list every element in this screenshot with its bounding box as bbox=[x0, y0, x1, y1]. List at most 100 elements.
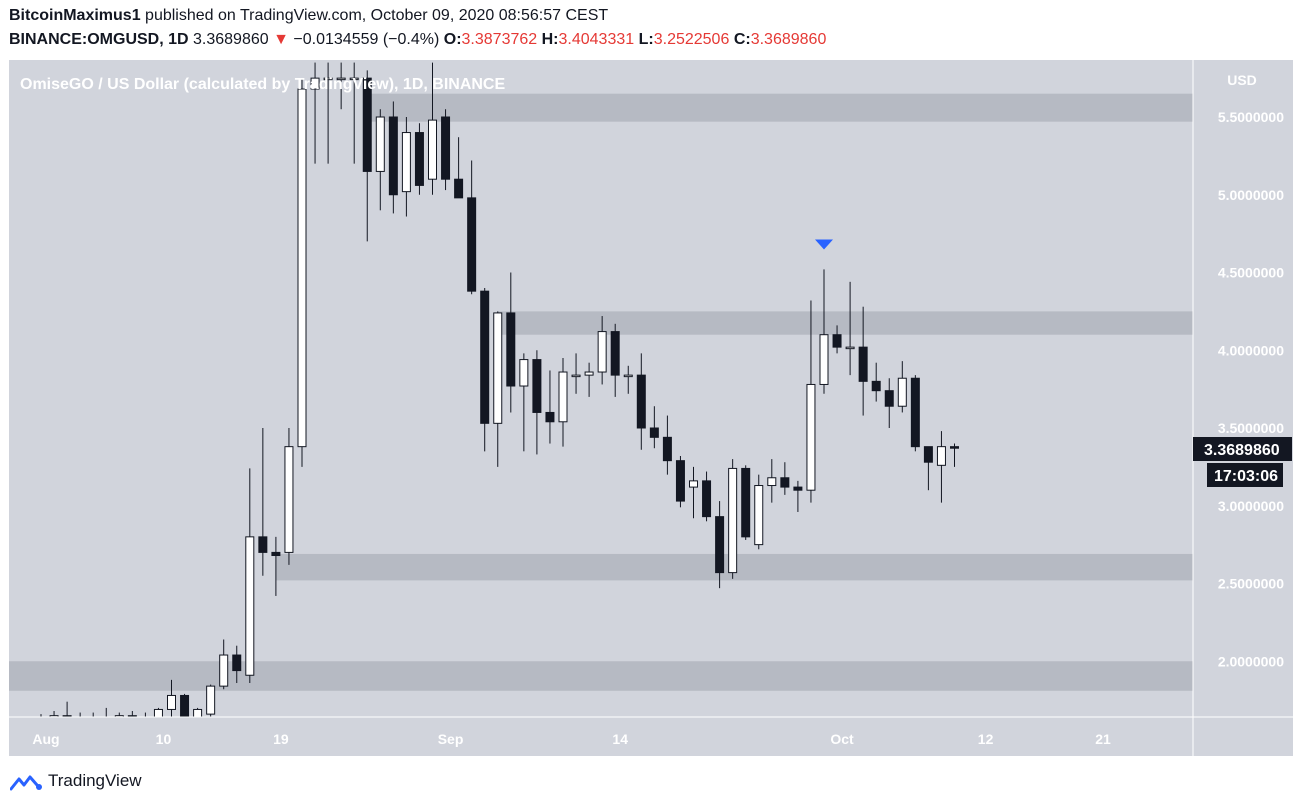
high-value: 3.4043331 bbox=[558, 31, 635, 48]
candle-34 bbox=[480, 288, 490, 452]
candle-body-up bbox=[349, 77, 359, 81]
candle-49 bbox=[675, 455, 685, 508]
candle-body-down bbox=[62, 715, 72, 717]
x-tick-label: Sep bbox=[438, 731, 464, 747]
candle-body-down bbox=[715, 516, 725, 574]
candle-53 bbox=[728, 459, 738, 579]
x-tick-label: 14 bbox=[612, 731, 628, 747]
candle-body-up bbox=[167, 694, 176, 710]
candle-body-down bbox=[388, 116, 398, 196]
published-text: published on TradingView.com, October 09… bbox=[145, 7, 609, 24]
candle-36 bbox=[506, 272, 516, 413]
candle-40 bbox=[558, 358, 568, 447]
candle-body-down bbox=[258, 536, 268, 553]
candle-body-up bbox=[845, 346, 855, 350]
candle-body-down bbox=[702, 480, 712, 518]
candle-body-up bbox=[519, 359, 529, 387]
y-tick-label: 5.5000000 bbox=[1218, 109, 1284, 125]
low-label: L: bbox=[638, 31, 654, 48]
low-value: 3.2522506 bbox=[653, 31, 730, 48]
candle-body-down bbox=[910, 377, 920, 448]
candle-42 bbox=[584, 362, 594, 397]
candle-body-up bbox=[297, 88, 307, 448]
candle-9 bbox=[153, 707, 163, 717]
candle-60 bbox=[819, 269, 829, 394]
candle-body-up bbox=[428, 119, 437, 180]
candle-66 bbox=[897, 361, 907, 413]
candle-body-down bbox=[832, 334, 842, 348]
candle-18 bbox=[271, 536, 281, 596]
candle-body-down bbox=[180, 694, 190, 717]
candles-layer bbox=[36, 62, 959, 717]
candle-body-down bbox=[662, 436, 672, 462]
candle-3 bbox=[75, 712, 85, 717]
candle-48 bbox=[662, 415, 672, 475]
candle-35 bbox=[493, 311, 503, 467]
x-tick-label: Aug bbox=[32, 731, 59, 747]
candle-69 bbox=[936, 431, 946, 503]
candle-26 bbox=[375, 109, 385, 211]
candle-24 bbox=[349, 62, 359, 164]
countdown-value: 17:03:06 bbox=[1214, 468, 1278, 485]
candle-body-down bbox=[950, 446, 959, 449]
x-tick-label: 19 bbox=[273, 731, 289, 747]
candle-body-up bbox=[897, 377, 907, 407]
countdown-tag: 17:03:06 bbox=[1207, 463, 1283, 487]
candle-15 bbox=[232, 645, 242, 684]
candle-body-up bbox=[114, 715, 124, 717]
candle-64 bbox=[871, 362, 881, 402]
candle-body-up bbox=[819, 334, 829, 385]
candle-body-up bbox=[597, 331, 607, 373]
candle-2 bbox=[62, 701, 72, 717]
candle-body-down bbox=[467, 197, 477, 292]
footer: TradingView bbox=[10, 770, 142, 792]
candle-12 bbox=[193, 707, 203, 717]
candle-body-up bbox=[936, 446, 946, 466]
candle-28 bbox=[401, 117, 411, 217]
candle-body-down bbox=[441, 116, 451, 180]
time-axis[interactable]: Aug 10 19 Sep 14 Oct 12 21 bbox=[32, 731, 1111, 747]
candle-body-up bbox=[558, 371, 568, 423]
price-axis[interactable]: 5.5000000 5.0000000 4.5000000 4.0000000 3.50… bbox=[1218, 109, 1284, 669]
candle-body-up bbox=[493, 312, 503, 424]
candle-16 bbox=[245, 468, 255, 684]
down-arrow-marker-icon bbox=[815, 239, 833, 250]
candle-body-down bbox=[636, 374, 646, 429]
x-tick-label: 10 bbox=[156, 731, 172, 747]
candle-body-down bbox=[610, 331, 620, 376]
candle-25 bbox=[362, 70, 372, 242]
candle-body-down bbox=[454, 178, 464, 199]
author-name[interactable]: BitcoinMaximus1 bbox=[9, 7, 141, 24]
open-value: 3.3873762 bbox=[461, 31, 538, 48]
tradingview-logo-icon[interactable] bbox=[10, 770, 44, 792]
candle-body-down bbox=[414, 132, 424, 186]
candle-body-up bbox=[806, 383, 816, 491]
candle-body-down bbox=[884, 390, 894, 407]
zone-3 bbox=[9, 661, 1193, 691]
candle-46 bbox=[636, 353, 646, 450]
candle-14 bbox=[219, 639, 229, 690]
candle-41 bbox=[571, 353, 581, 394]
candle-body-down bbox=[532, 359, 542, 413]
candle-body-up bbox=[571, 374, 581, 378]
candle-body-up bbox=[219, 654, 229, 687]
high-label: H: bbox=[541, 31, 559, 48]
candle-65 bbox=[884, 378, 894, 428]
candle-63 bbox=[858, 306, 868, 416]
candle-body-up bbox=[754, 485, 764, 546]
candle-19 bbox=[284, 428, 294, 565]
tradingview-brand[interactable]: TradingView bbox=[48, 771, 142, 790]
candle-body-down bbox=[741, 467, 751, 538]
candle-body-down bbox=[793, 486, 803, 491]
candle-body-up bbox=[689, 480, 698, 488]
candle-22 bbox=[323, 62, 333, 164]
candle-body-up bbox=[728, 467, 738, 574]
candle-body-up bbox=[153, 708, 163, 717]
candle-11 bbox=[180, 693, 190, 717]
candle-body-down bbox=[362, 77, 372, 172]
candle-70 bbox=[950, 443, 959, 467]
zone-0 bbox=[367, 93, 1193, 122]
candle-6 bbox=[114, 712, 124, 717]
y-tick-label: 5.0000000 bbox=[1218, 187, 1284, 203]
